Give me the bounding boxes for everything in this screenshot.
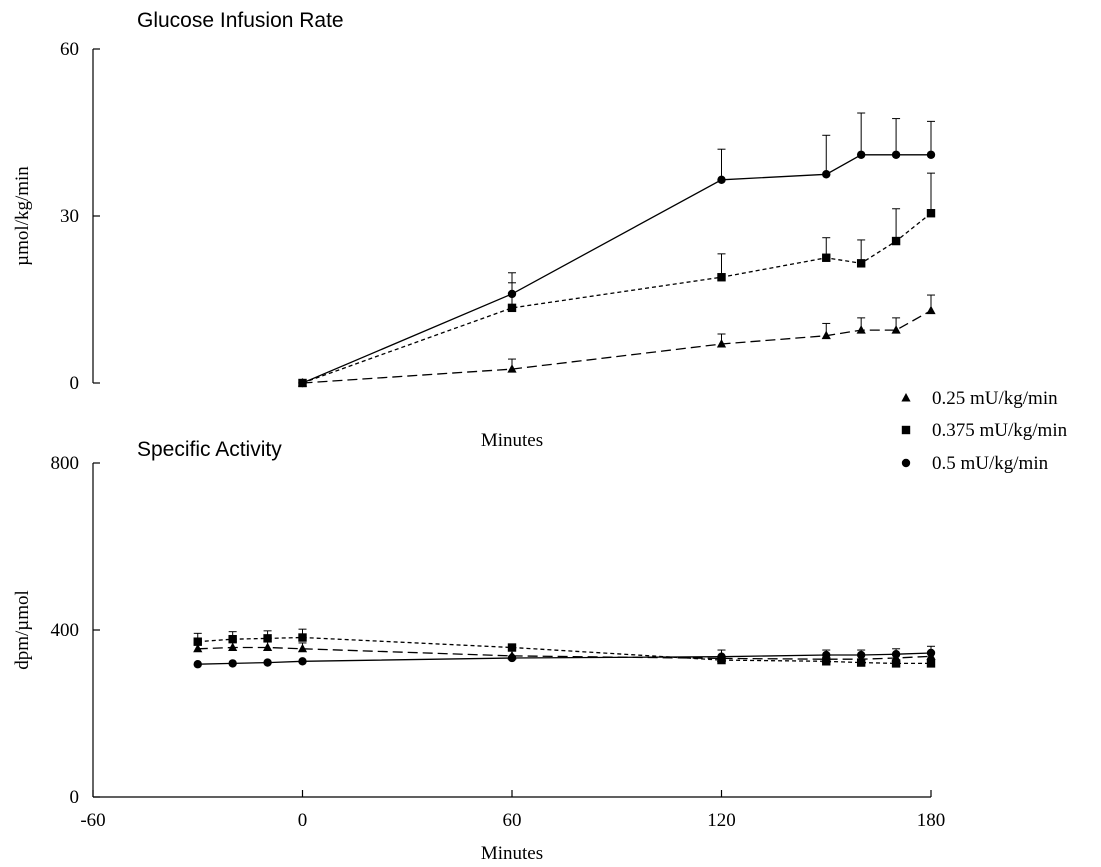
data-point — [193, 660, 202, 669]
y-tick-label: 30 — [60, 206, 79, 227]
data-point — [926, 150, 936, 159]
data-point — [822, 657, 831, 666]
data-point — [297, 643, 308, 653]
data-point — [891, 150, 901, 159]
series-group — [297, 112, 936, 388]
data-point — [193, 637, 202, 646]
legend-item: 0.25 mU/kg/min — [901, 388, 1058, 409]
x-tick-label: -60 — [80, 810, 105, 831]
data-point — [507, 289, 517, 299]
data-point — [821, 330, 831, 340]
data-point — [263, 634, 272, 643]
data-point — [507, 643, 517, 652]
data-point — [856, 259, 866, 268]
legend-marker-circle-icon — [901, 458, 911, 468]
data-point — [262, 642, 273, 652]
data-point — [856, 325, 866, 334]
panel-specific-activity: Specific Activity dpm/µmol Minutes 0 400 8… — [12, 438, 945, 864]
data-point — [891, 325, 901, 334]
series-line — [197, 646, 932, 660]
data-point — [228, 634, 237, 644]
data-point — [193, 643, 203, 653]
legend-marker-triangle-icon — [901, 393, 911, 402]
series-triangle — [297, 294, 936, 387]
series-line — [197, 652, 932, 665]
y-axis-label: dpm/µmol — [12, 590, 33, 670]
legend: 0.25 mU/kg/min 0.375 mU/kg/min 0.5 mU/kg/m… — [901, 388, 1068, 474]
data-point — [298, 657, 307, 666]
data-point — [822, 170, 831, 179]
x-tick-label: 0 — [298, 810, 308, 831]
y-tick-label: 60 — [60, 39, 79, 60]
data-point — [228, 642, 238, 652]
data-point — [822, 253, 831, 262]
panel-glucose-infusion-rate: Glucose Infusion Rate µmol/kg/min Minute… — [12, 9, 936, 451]
panel-title: Specific Activity — [137, 438, 282, 461]
series-circle — [298, 112, 936, 388]
data-point — [822, 650, 831, 660]
data-point — [507, 303, 517, 313]
x-axis-label: Minutes — [481, 430, 543, 451]
x-tick-label: 180 — [917, 810, 946, 831]
x-tick-label: 120 — [707, 810, 736, 831]
x-tick-label: 60 — [503, 810, 522, 831]
data-point — [717, 175, 726, 185]
data-point — [856, 658, 866, 667]
series-group — [193, 628, 936, 669]
data-point — [856, 650, 866, 660]
series-line — [302, 310, 932, 384]
data-point — [891, 650, 901, 659]
legend-label: 0.5 mU/kg/min — [932, 453, 1049, 474]
data-point — [856, 150, 866, 159]
series-circle — [193, 648, 936, 669]
legend-label: 0.25 mU/kg/min — [932, 388, 1058, 409]
x-axis-label: Minutes — [481, 843, 543, 864]
data-point — [717, 273, 726, 282]
data-point — [891, 659, 901, 668]
data-point — [263, 658, 272, 667]
series-square — [298, 172, 936, 388]
legend-label: 0.375 mU/kg/min — [932, 420, 1068, 441]
legend-item: 0.375 mU/kg/min — [901, 420, 1068, 441]
legend-marker-square-icon — [901, 425, 911, 435]
data-point — [926, 648, 936, 658]
series-line — [197, 636, 931, 665]
data-point — [926, 659, 936, 668]
y-tick-label: 0 — [70, 373, 80, 394]
data-point — [717, 652, 726, 661]
data-point — [507, 364, 517, 373]
y-ticks: 0 30 60 — [60, 39, 100, 394]
data-point — [507, 653, 517, 663]
data-point — [298, 378, 307, 388]
y-tick-label: 800 — [51, 453, 80, 474]
y-tick-label: 400 — [51, 620, 80, 641]
data-point — [298, 633, 307, 642]
data-point — [926, 305, 936, 315]
y-axis-label: µmol/kg/min — [12, 166, 33, 266]
data-point — [891, 236, 901, 246]
y-tick-label: 0 — [70, 787, 80, 808]
panel-title: Glucose Infusion Rate — [137, 9, 344, 32]
legend-item: 0.5 mU/kg/min — [901, 453, 1049, 474]
series-line — [302, 212, 932, 384]
data-point — [716, 339, 727, 348]
data-point — [926, 209, 936, 218]
data-point — [228, 659, 237, 668]
